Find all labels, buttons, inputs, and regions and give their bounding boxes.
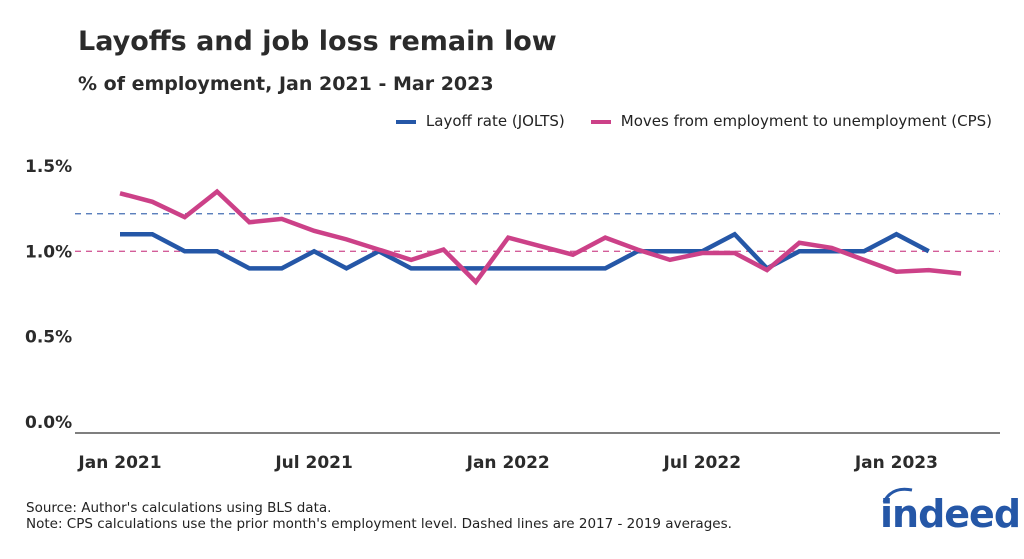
legend-label: Layoff rate (JOLTS)	[425, 112, 565, 130]
logo-text: indeed	[880, 492, 1021, 536]
indeed-logo: indeed	[880, 487, 1021, 536]
y-tick-label: 0.5%	[25, 328, 72, 348]
x-tick-label: Jan 2022	[466, 453, 550, 473]
y-tick-label: 1.0%	[25, 242, 72, 262]
chart-title: Layoffs and job loss remain low	[78, 26, 557, 57]
legend-label: Moves from employment to unemployment (C…	[620, 112, 992, 130]
series-line-cps	[119, 188, 962, 286]
series-line-jolts	[120, 231, 930, 272]
legend: Layoff rate (JOLTS) Moves from employmen…	[395, 112, 992, 130]
x-tick-label: Jan 2023	[854, 453, 938, 473]
legend-swatch	[395, 119, 416, 124]
x-tick-label: Jul 2022	[663, 453, 742, 473]
x-tick-label: Jul 2021	[274, 453, 353, 473]
legend-item-jolts: Layoff rate (JOLTS)	[395, 112, 565, 130]
y-tick-label: 0.0%	[25, 413, 72, 433]
legend-item-cps: Moves from employment to unemployment (C…	[590, 112, 992, 130]
legend-swatch	[590, 119, 611, 124]
chart-subtitle: % of employment, Jan 2021 - Mar 2023	[78, 73, 494, 95]
source-note: Source: Author's calculations using BLS …	[26, 500, 332, 516]
x-tick-label: Jan 2021	[77, 453, 161, 473]
y-tick-label: 1.5%	[25, 157, 72, 177]
footnote: Note: CPS calculations use the prior mon…	[26, 516, 732, 532]
